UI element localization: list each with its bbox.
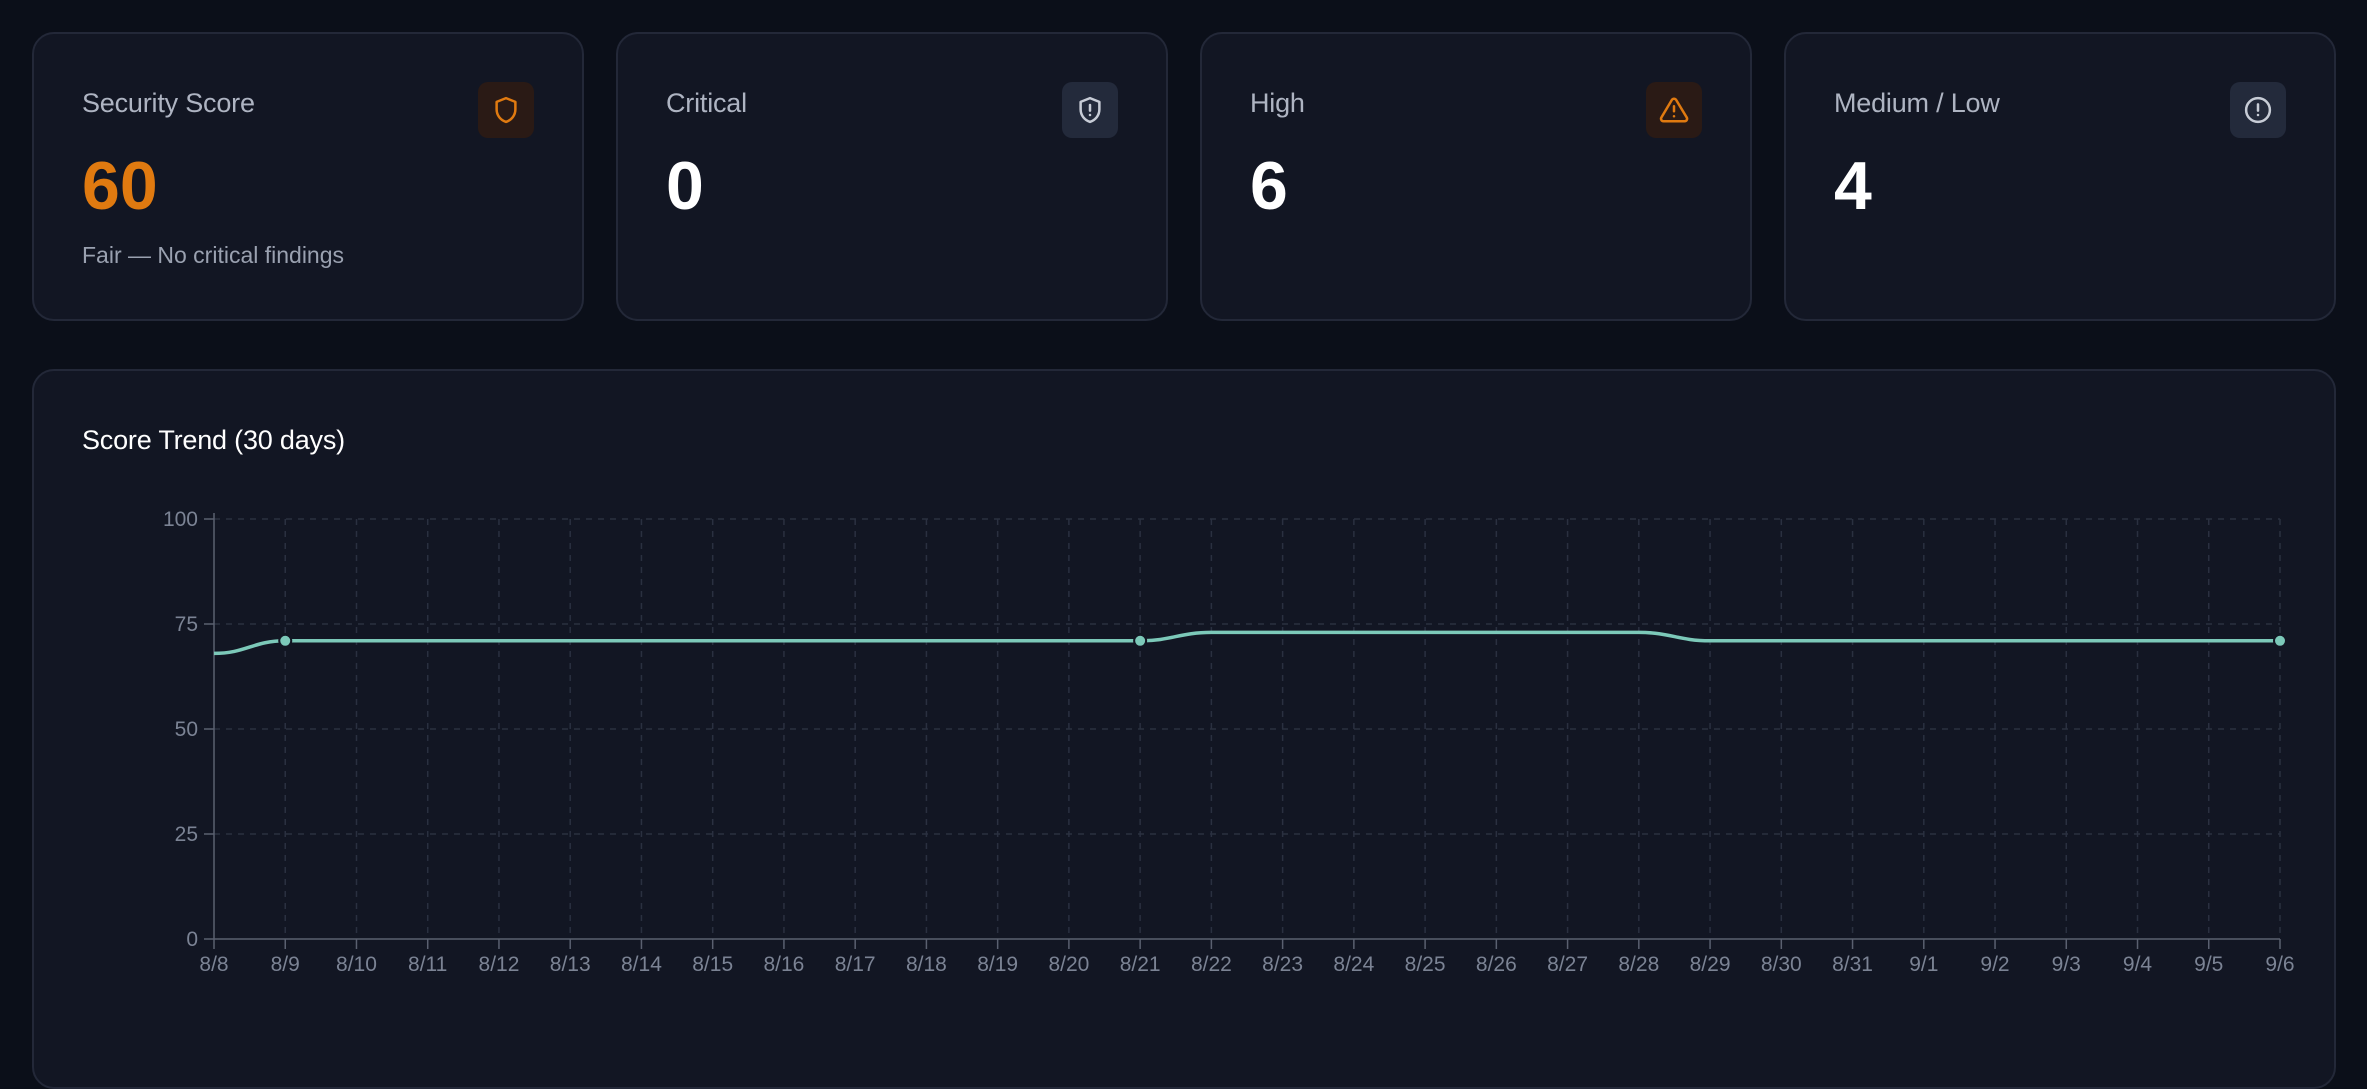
x-tick-label: 8/20 xyxy=(1048,953,1089,976)
score-point-marker xyxy=(1133,633,1148,648)
critical-card: Critical 0 xyxy=(616,32,1168,321)
security-score-title: Security Score xyxy=(82,88,255,118)
x-tick-label: 9/3 xyxy=(2052,953,2081,976)
x-tick-label: 9/6 xyxy=(2265,953,2294,976)
x-tick-label: 9/5 xyxy=(2194,953,2223,976)
x-tick-label: 8/28 xyxy=(1618,953,1659,976)
score-trend-chart: 0 25 50 75 100 8/8 8/9 8/10 8/11 8/12 8/13 8/14 8/15… xyxy=(163,508,2295,976)
x-tick-label: 8/10 xyxy=(336,953,377,976)
score-trend-line xyxy=(213,630,2280,656)
high-value: 6 xyxy=(1250,148,1288,224)
x-tick-label: 9/1 xyxy=(1909,953,1938,976)
security-score-card: Security Score 60 Fair — No critical fin… xyxy=(32,32,584,321)
shield-icon xyxy=(478,82,534,138)
medium-low-title: Medium / Low xyxy=(1834,88,2000,118)
x-tick-label: 9/2 xyxy=(1980,953,2009,976)
security-score-value: 60 xyxy=(82,148,158,224)
x-tick-label: 8/31 xyxy=(1832,953,1873,976)
high-title: High xyxy=(1250,88,1305,118)
x-tick-label: 8/13 xyxy=(550,953,591,976)
x-tick-label: 8/9 xyxy=(271,953,300,976)
shield-alert-icon xyxy=(1062,82,1118,138)
x-tick-label: 8/30 xyxy=(1761,953,1802,976)
critical-title: Critical xyxy=(666,88,747,118)
info-circle-icon xyxy=(2230,82,2286,138)
x-tick-label: 8/19 xyxy=(977,953,1018,976)
x-tick-label: 8/15 xyxy=(692,953,733,976)
y-tick-label: 0 xyxy=(186,928,198,951)
medium-low-value: 4 xyxy=(1834,148,1872,224)
score-point-marker xyxy=(2273,633,2287,648)
x-tick-label: 8/27 xyxy=(1547,953,1588,976)
y-tick-label: 100 xyxy=(163,508,198,531)
score-trend-card: Score Trend (30 days) 0 25 50 75 100 8/8 8/9 8/… xyxy=(32,369,2336,1089)
x-tick-label: 8/16 xyxy=(763,953,804,976)
y-tick-label: 75 xyxy=(175,613,198,636)
score-trend-title: Score Trend (30 days) xyxy=(82,425,345,455)
x-tick-label: 8/24 xyxy=(1333,953,1374,976)
medium-low-card: Medium / Low 4 xyxy=(1784,32,2336,321)
x-tick-label: 8/23 xyxy=(1262,953,1303,976)
x-tick-label: 8/22 xyxy=(1191,953,1232,976)
x-tick-label: 8/29 xyxy=(1690,953,1731,976)
y-tick-label: 50 xyxy=(175,718,198,741)
x-tick-label: 9/4 xyxy=(2123,953,2153,976)
x-tick-label: 8/17 xyxy=(835,953,876,976)
x-tick-label: 8/12 xyxy=(479,953,520,976)
y-tick-label: 25 xyxy=(175,823,198,846)
warning-triangle-icon xyxy=(1646,82,1702,138)
x-tick-label: 8/11 xyxy=(408,953,447,976)
critical-value: 0 xyxy=(666,148,704,224)
x-tick-label: 8/8 xyxy=(199,953,228,976)
x-tick-label: 8/26 xyxy=(1476,953,1517,976)
x-tick-label: 8/14 xyxy=(621,953,662,976)
x-tick-label: 8/18 xyxy=(906,953,947,976)
score-point-marker xyxy=(278,633,293,648)
security-score-subtitle: Fair — No critical findings xyxy=(82,242,345,268)
high-card: High 6 xyxy=(1200,32,1752,321)
x-tick-label: 8/25 xyxy=(1405,953,1446,976)
x-tick-label: 8/21 xyxy=(1120,953,1161,976)
